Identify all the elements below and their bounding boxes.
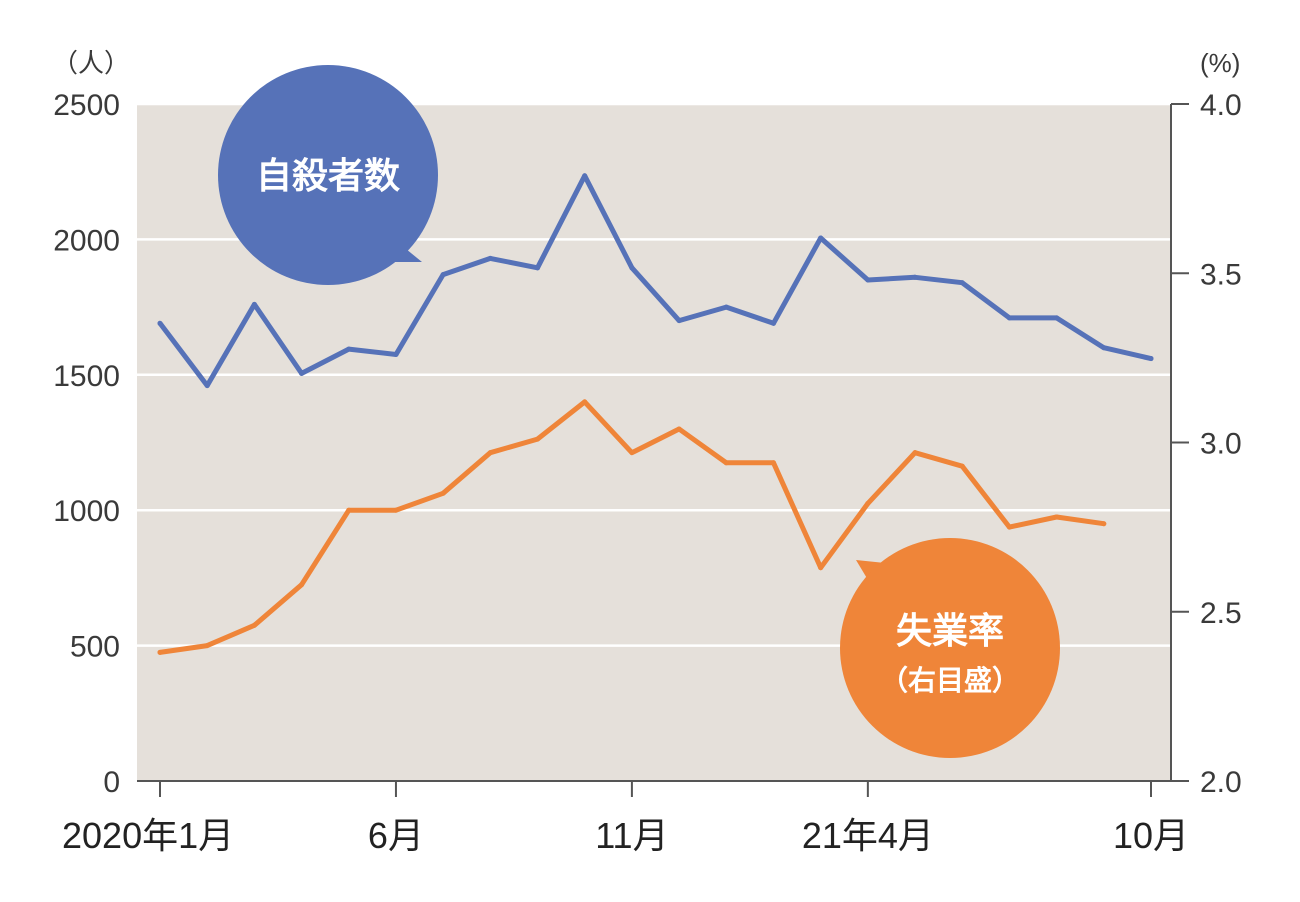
data-point bbox=[818, 235, 824, 241]
data-point bbox=[676, 426, 682, 432]
data-point bbox=[487, 255, 493, 261]
data-point bbox=[346, 507, 352, 513]
data-point bbox=[629, 265, 635, 271]
right-y-tick-label: 3.0 bbox=[1200, 428, 1242, 461]
data-point bbox=[629, 450, 635, 456]
data-point bbox=[251, 301, 257, 307]
suicides-callout-bubble bbox=[218, 65, 438, 285]
data-point bbox=[440, 490, 446, 496]
x-tick-label: 2020年1月 bbox=[62, 815, 234, 856]
data-point bbox=[299, 370, 305, 376]
series-lines bbox=[157, 173, 1154, 655]
x-axis: 2020年1月 6月 11月 21年4月 10月 bbox=[62, 781, 1189, 856]
data-point bbox=[535, 265, 541, 271]
unemployment-callout-bubble bbox=[840, 538, 1060, 758]
data-point bbox=[723, 304, 729, 310]
left-y-tick-label: 500 bbox=[70, 631, 120, 664]
unemployment-callout: 失業率 （右目盛） bbox=[840, 538, 1060, 758]
data-point bbox=[157, 320, 163, 326]
data-point bbox=[1054, 315, 1060, 321]
right-y-axis: 2.0 2.5 3.0 3.5 4.0 bbox=[1171, 89, 1242, 799]
data-point bbox=[251, 622, 257, 628]
x-tick-label: 10月 bbox=[1113, 815, 1189, 856]
x-tick-label: 11月 bbox=[595, 815, 668, 856]
data-point bbox=[912, 274, 918, 280]
data-point bbox=[582, 173, 588, 179]
data-point bbox=[487, 450, 493, 456]
left-y-tick-label: 2000 bbox=[53, 224, 120, 257]
data-point bbox=[818, 565, 824, 571]
data-point bbox=[1006, 315, 1012, 321]
x-tick-label: 6月 bbox=[368, 815, 424, 856]
data-point bbox=[959, 463, 965, 469]
x-tick-label: 21年4月 bbox=[802, 815, 934, 856]
data-point bbox=[204, 383, 210, 389]
data-point bbox=[346, 346, 352, 352]
data-point bbox=[959, 280, 965, 286]
right-y-tick-label: 2.5 bbox=[1200, 597, 1242, 630]
unemployment-series-label: 失業率 bbox=[896, 611, 1004, 652]
right-y-tick-label: 2.0 bbox=[1200, 766, 1242, 799]
left-y-tick-label: 0 bbox=[103, 766, 120, 799]
suicides-series-label: 自殺者数 bbox=[256, 156, 400, 197]
data-point bbox=[1148, 356, 1154, 362]
data-point bbox=[582, 399, 588, 405]
data-point bbox=[770, 320, 776, 326]
data-point bbox=[723, 460, 729, 466]
right-axis-unit: (%) bbox=[1200, 48, 1240, 78]
left-y-tick-label: 1000 bbox=[53, 495, 120, 528]
data-point bbox=[393, 507, 399, 513]
data-point bbox=[1101, 345, 1107, 351]
left-y-axis: 0 500 1000 1500 2000 2500 bbox=[53, 89, 120, 799]
suicides-callout: 自殺者数 bbox=[218, 65, 438, 285]
left-axis-unit: （人） bbox=[52, 48, 130, 78]
data-point bbox=[440, 272, 446, 278]
data-point bbox=[912, 450, 918, 456]
unemployment-series-sublabel: （右目盛） bbox=[880, 664, 1020, 697]
right-y-tick-label: 4.0 bbox=[1200, 89, 1242, 122]
data-point bbox=[157, 649, 163, 655]
data-point bbox=[299, 582, 305, 588]
series-line-suicides bbox=[157, 173, 1154, 389]
left-y-tick-label: 1500 bbox=[53, 360, 120, 393]
data-point bbox=[1006, 524, 1012, 530]
data-point bbox=[535, 436, 541, 442]
left-y-tick-label: 2500 bbox=[53, 89, 120, 122]
data-point bbox=[1054, 514, 1060, 520]
data-point bbox=[676, 318, 682, 324]
data-point bbox=[204, 643, 210, 649]
data-point bbox=[770, 460, 776, 466]
data-point bbox=[865, 277, 871, 283]
data-point bbox=[393, 351, 399, 357]
right-y-tick-label: 3.5 bbox=[1200, 258, 1242, 291]
data-point bbox=[865, 500, 871, 506]
data-point bbox=[1101, 521, 1107, 527]
